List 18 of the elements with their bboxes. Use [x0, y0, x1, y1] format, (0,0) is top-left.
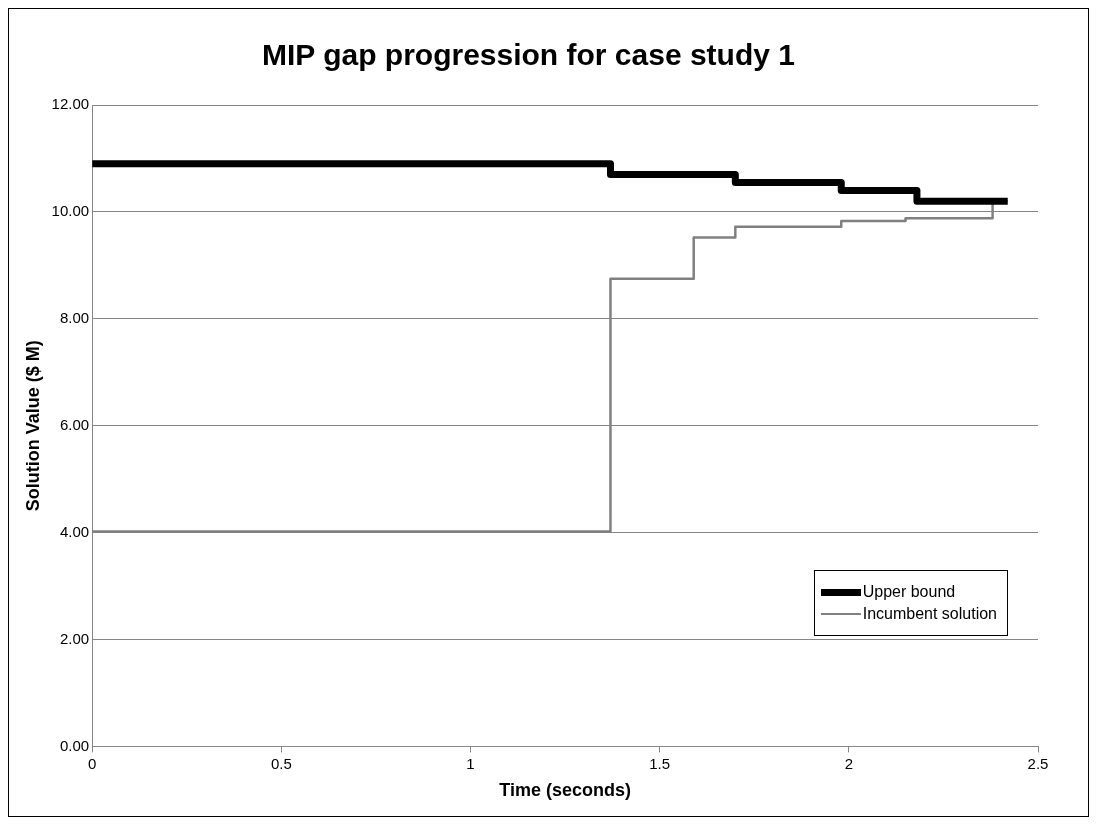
x-tick-label: 1.5	[649, 754, 671, 772]
x-tick-label: 0	[87, 754, 97, 772]
y-tick-label: 2.00	[59, 629, 90, 647]
y-tick-label: 0.00	[59, 736, 90, 754]
x-tick-label: 2	[844, 754, 853, 772]
x-axis-title: Time (seconds)	[499, 780, 631, 801]
legend-label: Upper bound	[862, 583, 956, 601]
y-axis-title: Solution Value ($ M)	[22, 340, 43, 512]
y-tick-label: 10.00	[51, 202, 90, 220]
y-tick-label: 4.00	[59, 522, 90, 540]
y-tick-label: 6.00	[59, 415, 90, 433]
chart-title: MIP gap progression for case study 1	[262, 38, 795, 72]
y-tick-label: 12.00	[51, 95, 90, 113]
x-tick-label: 1	[466, 754, 475, 772]
x-tick-label: 2.5	[1027, 754, 1049, 772]
legend-label: Incumbent solution	[862, 605, 997, 623]
x-tick-label: 0.5	[270, 754, 292, 772]
y-tick-label: 8.00	[59, 308, 90, 326]
